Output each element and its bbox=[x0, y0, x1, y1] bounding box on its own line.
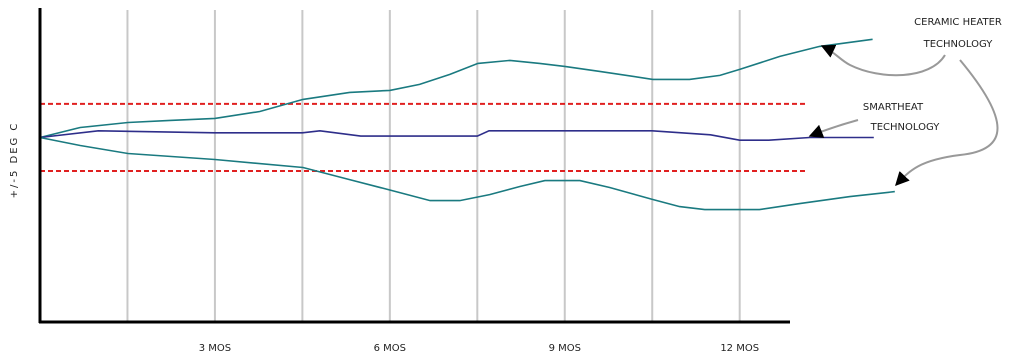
limits bbox=[40, 102, 806, 173]
series-line bbox=[39, 129, 874, 141]
annotation: CERAMIC HEATER bbox=[914, 17, 1002, 28]
series-line bbox=[39, 38, 873, 139]
x-tick-label: 3 MOS bbox=[199, 343, 231, 354]
y-axis-label: +/-5 DEG C bbox=[9, 122, 20, 199]
x-tick-label: 12 MOS bbox=[720, 343, 759, 354]
annotation: TECHNOLOGY bbox=[870, 122, 941, 133]
x-tick-label: 9 MOS bbox=[549, 343, 581, 354]
annotation-arrow bbox=[808, 119, 859, 138]
annotation-arrow bbox=[895, 59, 999, 187]
annotation: SMARTHEAT bbox=[863, 102, 924, 113]
series-line bbox=[39, 136, 895, 211]
grid bbox=[126, 10, 741, 322]
x-tick-label: 6 MOS bbox=[374, 343, 406, 354]
annotation: TECHNOLOGY bbox=[923, 39, 994, 50]
annotation-arrow bbox=[820, 44, 946, 77]
lines bbox=[39, 38, 895, 211]
